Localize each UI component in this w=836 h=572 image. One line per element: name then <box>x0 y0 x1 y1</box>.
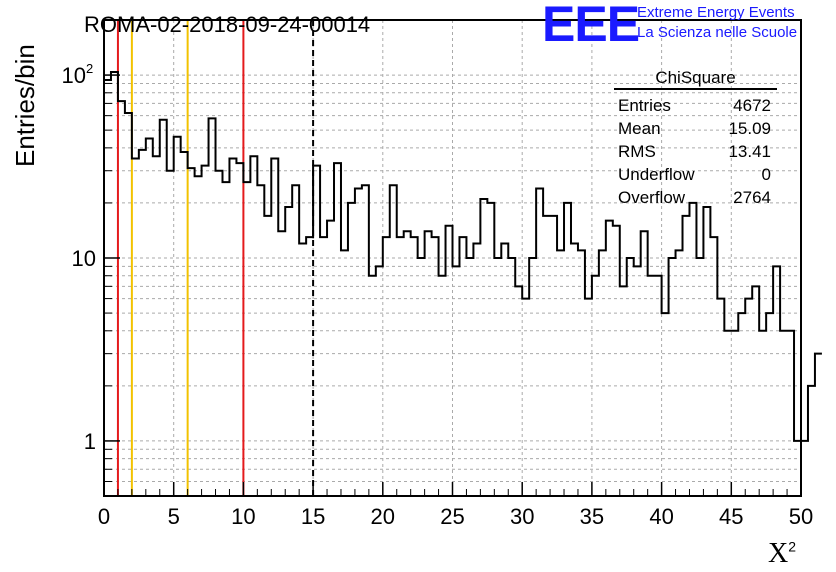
y-tick-label: 10 <box>62 63 86 88</box>
stat-row-overflow: Overflow 2764 <box>610 186 777 209</box>
x-tick-label: 45 <box>719 504 743 529</box>
chart-title: ROMA-02-2018-09-24-00014 <box>84 12 371 37</box>
x-tick-label: 35 <box>580 504 604 529</box>
y-tick-exponent: 2 <box>86 61 93 76</box>
x-axis-symbol: X <box>768 538 789 569</box>
stats-title: ChiSquare <box>614 68 777 90</box>
x-tick-label: 20 <box>371 504 395 529</box>
histogram-series <box>104 70 822 442</box>
stat-value: 13.41 <box>728 142 771 161</box>
x-tick-label: 30 <box>510 504 534 529</box>
grid-lines <box>104 19 801 497</box>
logo-line-1: Extreme Energy Events <box>637 4 795 21</box>
x-tick-label: 10 <box>231 504 255 529</box>
stat-row-entries: Entries 4672 <box>610 94 777 117</box>
stat-value: 0 <box>761 165 771 184</box>
x-tick-label: 40 <box>649 504 673 529</box>
stat-row-rms: RMS 13.41 <box>610 140 777 163</box>
stat-value: 4672 <box>733 96 771 115</box>
stats-box: ChiSquare Entries 4672 Mean 15.09 RMS 13.41… <box>610 68 777 209</box>
y-axis-label: Entries/bin <box>10 44 40 167</box>
x-tick-label: 0 <box>98 504 110 529</box>
logo-line-2: La Scienza nelle Scuole <box>637 24 798 41</box>
stat-label: Mean <box>618 119 661 138</box>
stat-value: 2764 <box>733 188 771 207</box>
y-tick-label: 1 <box>84 429 96 454</box>
eee-logo: EEE <box>542 0 640 52</box>
stat-label: Overflow <box>618 188 686 207</box>
stat-row-mean: Mean 15.09 <box>610 117 777 140</box>
stat-label: Underflow <box>618 165 695 184</box>
x-axis-label: X2 <box>768 538 796 570</box>
y-tick-label: 10 <box>72 246 96 271</box>
x-tick-label: 5 <box>168 504 180 529</box>
stat-row-underflow: Underflow 0 <box>610 163 777 186</box>
stat-value: 15.09 <box>728 119 771 138</box>
x-tick-label: 15 <box>301 504 325 529</box>
x-axis-exponent: 2 <box>788 538 797 555</box>
x-tick-label: 25 <box>440 504 464 529</box>
x-tick-label: 50 <box>789 504 813 529</box>
stat-label: Entries <box>618 96 671 115</box>
stat-label: RMS <box>618 142 656 161</box>
